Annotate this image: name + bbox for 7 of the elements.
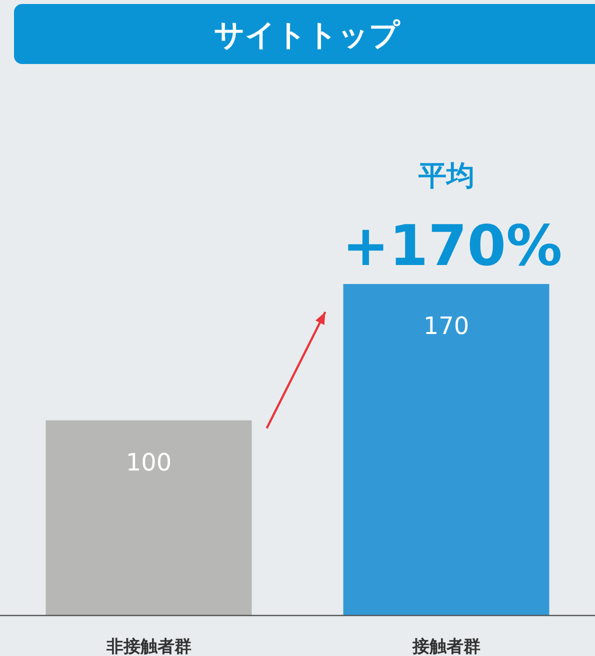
text: +170% [342, 214, 562, 279]
x-tick-label: 非接触者群 [105, 637, 192, 656]
data-label: 170 [423, 312, 470, 340]
x-tick-label: 接触者群 [411, 637, 480, 656]
chart-title: サイトトップ [214, 18, 401, 53]
data-label: 100 [126, 448, 172, 476]
text: 平均 [417, 159, 474, 192]
